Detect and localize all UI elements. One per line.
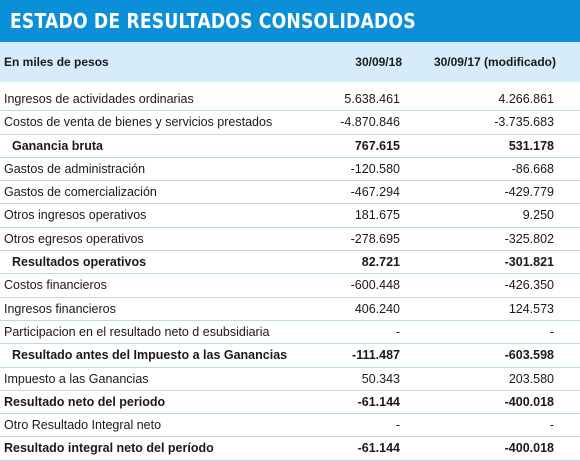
row-value-2018: 181.675 bbox=[354, 208, 400, 223]
row-value-2017: -86.668 bbox=[511, 161, 554, 176]
row-value-2017: -426.350 bbox=[504, 278, 554, 293]
row-value-2018: -278.695 bbox=[350, 231, 400, 246]
row-value-2018: 767.615 bbox=[354, 138, 400, 153]
row-label: Otros ingresos operativos bbox=[4, 208, 147, 223]
row-value-2017: 9.250 bbox=[522, 208, 554, 223]
row-label: Impuesto a las Ganancias bbox=[4, 371, 149, 386]
table-row-subtotal: Ganancia bruta 767.615 531.178 bbox=[0, 135, 580, 158]
table-row: Ingresos financieros 406.240 124.573 bbox=[0, 298, 580, 321]
row-value-2017: -3.735.683 bbox=[494, 115, 554, 130]
row-value-2017: 203.580 bbox=[508, 371, 554, 386]
table-row: Gastos de comercialización -467.294 -429… bbox=[0, 181, 580, 205]
row-label: Gastos de comercialización bbox=[4, 185, 157, 200]
table-row-total: Resultado neto del periodo -61.144 -400.… bbox=[0, 391, 580, 415]
table-row: Ingresos de actividades ordinarias 5.638… bbox=[0, 88, 580, 112]
table-row: Costos de venta de bienes y servicios pr… bbox=[0, 111, 580, 135]
table-row-subtotal: Resultados operativos 82.721 -301.821 bbox=[0, 251, 580, 275]
row-label: Gastos de administración bbox=[4, 161, 146, 176]
row-value-2018: 50.343 bbox=[361, 371, 400, 386]
row-value-2018: -4.870.846 bbox=[340, 115, 400, 130]
row-value-2017: -301.821 bbox=[504, 255, 554, 270]
row-value-2018: -120.580 bbox=[350, 161, 400, 176]
row-label: Ingresos financieros bbox=[4, 301, 116, 316]
row-label: Resultado antes del Impuesto a las Ganan… bbox=[12, 348, 288, 363]
row-label: Ganancia bruta bbox=[12, 138, 103, 153]
row-value-2018: -467.294 bbox=[350, 185, 400, 200]
row-value-2017: -400.018 bbox=[504, 394, 554, 409]
row-label: Participacion en el resultado neto d esu… bbox=[4, 324, 270, 339]
row-value-2018: -61.144 bbox=[357, 441, 400, 456]
table-row: Otros egresos operativos -278.695 -325.8… bbox=[0, 228, 580, 252]
row-label: Resultados operativos bbox=[12, 255, 147, 270]
row-value-2017: -400.018 bbox=[504, 441, 554, 456]
row-value-2018: -61.144 bbox=[357, 394, 400, 409]
table-row: Gastos de administración -120.580 -86.66… bbox=[0, 158, 580, 182]
table-row-total: Resultado integral neto del período -61.… bbox=[0, 437, 580, 461]
table-header-row: En miles de pesos 30/09/18 30/09/17 (mod… bbox=[0, 42, 580, 82]
row-value-2017: - bbox=[549, 418, 554, 433]
table-row: Otro Resultado Integral neto - - bbox=[0, 414, 580, 438]
table-row: Otros ingresos operativos 181.675 9.250 bbox=[0, 204, 580, 228]
row-label: Ingresos de actividades ordinarias bbox=[4, 92, 194, 106]
row-value-2017: -429.779 bbox=[504, 185, 554, 200]
row-value-2018: -600.448 bbox=[350, 278, 400, 293]
row-value-2017: 124.573 bbox=[508, 301, 554, 316]
column-header-2018: 30/09/18 bbox=[355, 55, 402, 69]
table-row-subtotal: Resultado antes del Impuesto a las Ganan… bbox=[0, 344, 580, 368]
table-row: Participacion en el resultado neto d esu… bbox=[0, 321, 580, 345]
row-value-2018: -111.487 bbox=[352, 348, 400, 363]
row-label: Otro Resultado Integral neto bbox=[4, 418, 162, 433]
row-value-2017: 4.266.861 bbox=[498, 92, 554, 106]
row-value-2017: 531.178 bbox=[508, 138, 554, 153]
row-value-2017: -325.802 bbox=[504, 231, 554, 246]
row-label: Otros egresos operativos bbox=[4, 231, 144, 246]
row-value-2018: - bbox=[395, 418, 400, 433]
column-header-2017: 30/09/17 (modificado) bbox=[433, 55, 556, 69]
row-label: Costos de venta de bienes y servicios pr… bbox=[4, 115, 273, 130]
table-row: Impuesto a las Ganancias 50.343 203.580 bbox=[0, 368, 580, 391]
row-value-2018: - bbox=[395, 324, 400, 339]
row-value-2018: 406.240 bbox=[354, 301, 400, 316]
row-value-2018: 82.721 bbox=[361, 255, 400, 270]
table-title-bar: ESTADO DE RESULTADOS CONSOLIDADOS bbox=[0, 0, 580, 42]
row-label: Costos financieros bbox=[4, 278, 107, 293]
table-row: Costos financieros -600.448 -426.350 bbox=[0, 274, 580, 298]
table-body: Ingresos de actividades ordinarias 5.638… bbox=[0, 88, 580, 461]
row-value-2017: -603.598 bbox=[504, 348, 554, 363]
unit-label: En miles de pesos bbox=[4, 55, 109, 69]
table-title: ESTADO DE RESULTADOS CONSOLIDADOS bbox=[10, 9, 416, 33]
row-label: Resultado integral neto del período bbox=[4, 441, 214, 456]
row-value-2018: 5.638.461 bbox=[344, 92, 400, 106]
row-value-2017: - bbox=[549, 324, 554, 339]
row-label: Resultado neto del periodo bbox=[4, 394, 166, 409]
